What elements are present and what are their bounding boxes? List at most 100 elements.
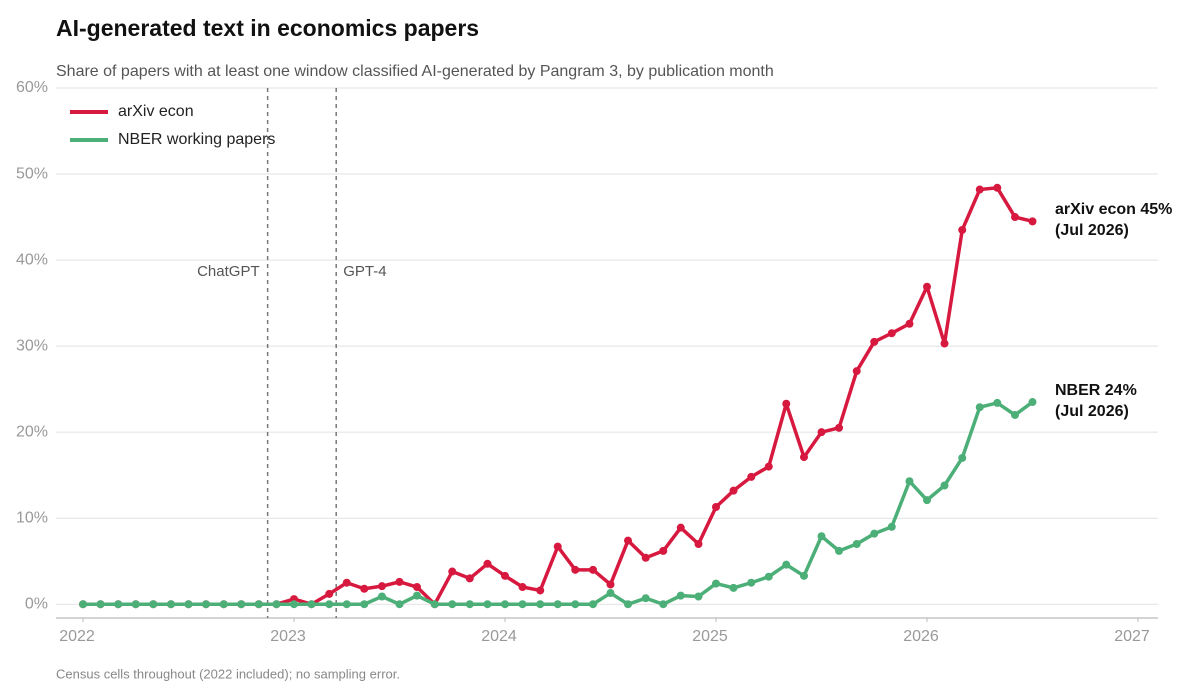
x-tick-label: 2022 [59, 628, 95, 645]
data-point [395, 577, 404, 586]
data-point [606, 589, 615, 598]
data-point [307, 600, 316, 609]
legend-label: arXiv econ [118, 103, 194, 120]
chart-title: AI-generated text in economics papers [56, 15, 479, 41]
data-point [377, 582, 386, 591]
data-point [377, 592, 386, 601]
data-point [1010, 213, 1019, 222]
x-tick-label: 2024 [481, 628, 517, 645]
data-point [870, 337, 879, 346]
chart-subtitle: Share of papers with at least one window… [56, 63, 774, 80]
data-point [342, 600, 351, 609]
data-point [852, 540, 861, 549]
data-point [923, 496, 931, 505]
data-point [641, 553, 650, 562]
data-point [782, 560, 791, 569]
data-point [712, 503, 720, 512]
data-point [624, 536, 633, 545]
y-tick-label: 30% [16, 337, 48, 354]
data-point [835, 423, 844, 432]
y-tick-label: 10% [16, 509, 48, 526]
data-point [571, 565, 580, 574]
data-point [483, 600, 492, 609]
x-tick-label: 2027 [1114, 628, 1150, 645]
data-point [483, 559, 492, 568]
data-point [325, 600, 334, 609]
y-tick-label: 50% [16, 165, 48, 182]
data-point [905, 477, 914, 486]
end-label: NBER 24% [1055, 382, 1137, 399]
data-point [870, 529, 879, 538]
end-label: (Jul 2026) [1055, 222, 1129, 239]
data-point [96, 600, 105, 609]
data-point [975, 185, 984, 194]
data-point [290, 600, 298, 609]
data-point [993, 398, 1002, 407]
data-point [641, 594, 650, 603]
x-tick-label: 2025 [692, 628, 728, 645]
data-point [448, 567, 457, 576]
data-point [536, 600, 545, 609]
data-point [747, 472, 756, 481]
data-point [1010, 410, 1019, 419]
data-point [553, 542, 562, 551]
data-point [940, 339, 949, 348]
data-point [676, 523, 685, 532]
data-point [782, 399, 791, 408]
data-point [219, 600, 228, 609]
end-label: (Jul 2026) [1055, 403, 1129, 420]
end-label: arXiv econ 45% [1055, 201, 1172, 218]
y-tick-label: 40% [16, 251, 48, 268]
data-point [1028, 398, 1037, 407]
data-point [817, 428, 826, 437]
x-tick-label: 2023 [270, 628, 306, 645]
data-point [272, 600, 281, 609]
data-point [360, 600, 369, 609]
x-tick-label: 2026 [903, 628, 939, 645]
data-point [694, 592, 703, 601]
data-point [799, 453, 808, 462]
data-point [887, 329, 896, 338]
series-line [83, 186, 1033, 606]
data-point [571, 600, 580, 609]
data-point [799, 571, 808, 580]
data-point [747, 578, 756, 587]
event-label: GPT-4 [343, 263, 386, 280]
data-point [465, 600, 474, 609]
data-point [958, 453, 967, 462]
data-point [659, 600, 668, 609]
data-point [923, 282, 931, 291]
data-point [430, 600, 439, 609]
data-point [1028, 217, 1037, 226]
data-point [905, 319, 914, 328]
data-point [202, 600, 211, 609]
data-point [448, 600, 457, 609]
footnote: Census cells throughout (2022 included);… [56, 666, 400, 681]
data-point [149, 600, 158, 609]
y-tick-label: 0% [25, 595, 48, 612]
y-tick-label: 60% [16, 79, 48, 96]
data-point [958, 225, 967, 234]
data-point [852, 367, 861, 376]
data-point [659, 546, 668, 555]
data-point [184, 600, 193, 609]
data-point [518, 583, 527, 592]
data-point [729, 583, 738, 592]
data-point [606, 580, 615, 589]
data-point [817, 532, 826, 541]
data-point [624, 600, 633, 609]
data-point [254, 600, 263, 609]
data-point [237, 600, 246, 609]
data-point [712, 579, 720, 588]
data-point [588, 600, 597, 609]
data-point [501, 571, 509, 580]
data-point [395, 600, 404, 609]
data-point [764, 462, 773, 471]
data-point [79, 600, 87, 609]
data-point [940, 481, 949, 490]
data-point [166, 600, 175, 609]
data-point [993, 183, 1002, 192]
data-point [501, 600, 509, 609]
data-point [676, 591, 685, 600]
